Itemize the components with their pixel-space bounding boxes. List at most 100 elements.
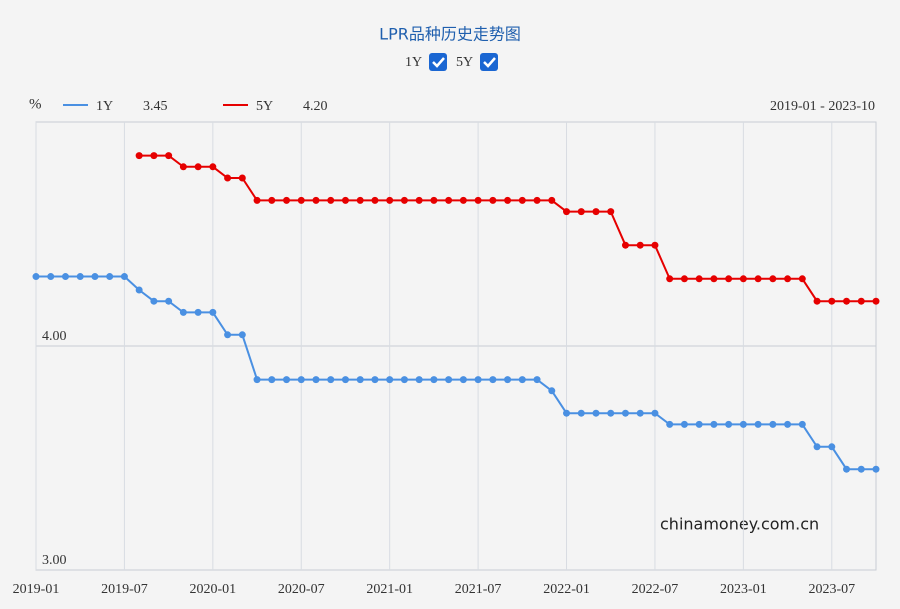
data-point — [135, 152, 143, 160]
data-point — [828, 443, 836, 451]
data-point — [415, 196, 423, 204]
data-point — [474, 196, 482, 204]
data-point — [592, 208, 600, 216]
data-point — [518, 376, 526, 384]
data-point — [651, 409, 659, 417]
data-point — [165, 297, 173, 305]
data-point — [253, 376, 261, 384]
data-point — [150, 297, 158, 305]
y-unit: % — [29, 96, 42, 112]
data-point — [400, 196, 408, 204]
data-point — [474, 376, 482, 384]
checkbox[interactable] — [480, 53, 498, 71]
data-point — [238, 174, 246, 182]
data-point — [592, 409, 600, 417]
x-tick-label: 2019-01 — [13, 582, 60, 597]
data-point — [872, 465, 880, 473]
data-point — [327, 196, 335, 204]
data-point — [784, 420, 792, 428]
data-point — [857, 465, 865, 473]
data-point — [297, 376, 305, 384]
data-point — [430, 376, 438, 384]
chart-title: LPR品种历史走势图 — [379, 25, 521, 44]
checkmark — [483, 57, 496, 68]
data-point — [356, 196, 364, 204]
data-point — [400, 376, 408, 384]
data-point — [341, 196, 349, 204]
data-point — [459, 196, 467, 204]
x-tick-label: 2022-07 — [632, 582, 679, 597]
data-point — [224, 174, 232, 182]
checkbox[interactable] — [429, 53, 447, 71]
data-point — [415, 376, 423, 384]
data-point — [297, 196, 305, 204]
x-tick-label: 2020-01 — [190, 582, 237, 597]
data-point — [283, 376, 291, 384]
data-point — [607, 409, 615, 417]
data-point — [710, 420, 718, 428]
data-point — [120, 273, 128, 281]
data-point — [371, 196, 379, 204]
data-point — [548, 387, 556, 395]
data-point — [150, 152, 158, 160]
data-point — [341, 376, 349, 384]
data-point — [106, 273, 114, 281]
data-point — [327, 376, 335, 384]
data-point — [636, 409, 644, 417]
data-point — [754, 420, 762, 428]
data-point — [680, 420, 688, 428]
legend-label: 1Y — [96, 99, 113, 114]
data-point — [769, 420, 777, 428]
x-tick-label: 2020-07 — [278, 582, 325, 597]
data-point — [872, 297, 880, 305]
data-point — [459, 376, 467, 384]
data-point — [548, 196, 556, 204]
checkbox-label: 1Y — [405, 55, 422, 70]
x-tick-label: 2019-07 — [101, 582, 148, 597]
data-point — [857, 297, 865, 305]
data-point — [194, 163, 202, 171]
data-point — [710, 275, 718, 283]
data-point — [577, 409, 585, 417]
data-point — [224, 331, 232, 339]
data-point — [798, 420, 806, 428]
x-tick-label: 2022-01 — [543, 582, 590, 597]
data-point — [828, 297, 836, 305]
y-tick-label: 3.00 — [42, 553, 67, 568]
data-point — [209, 163, 217, 171]
legend-value: 3.45 — [143, 99, 168, 114]
data-point — [76, 273, 84, 281]
data-point — [312, 196, 320, 204]
data-point — [504, 376, 512, 384]
data-point — [563, 208, 571, 216]
data-point — [268, 376, 276, 384]
data-point — [843, 465, 851, 473]
data-point — [725, 275, 733, 283]
x-tick-label: 2021-01 — [366, 582, 413, 597]
data-point — [371, 376, 379, 384]
data-point — [636, 241, 644, 249]
y-tick-label: 4.00 — [42, 329, 67, 344]
data-point — [356, 376, 364, 384]
data-point — [695, 275, 703, 283]
date-range: 2019-01 - 2023-10 — [770, 99, 875, 114]
checkmark — [432, 57, 445, 68]
data-point — [651, 241, 659, 249]
data-point — [489, 196, 497, 204]
series-line — [36, 275, 876, 471]
data-point — [784, 275, 792, 283]
data-point — [621, 241, 629, 249]
data-point — [238, 331, 246, 339]
data-point — [386, 376, 394, 384]
data-point — [754, 275, 762, 283]
data-point — [680, 275, 688, 283]
x-tick-label: 2021-07 — [455, 582, 502, 597]
data-point — [666, 420, 674, 428]
data-point — [445, 196, 453, 204]
data-point — [504, 196, 512, 204]
data-point — [253, 196, 261, 204]
data-point — [695, 420, 703, 428]
data-point — [386, 196, 394, 204]
data-point — [666, 275, 674, 283]
